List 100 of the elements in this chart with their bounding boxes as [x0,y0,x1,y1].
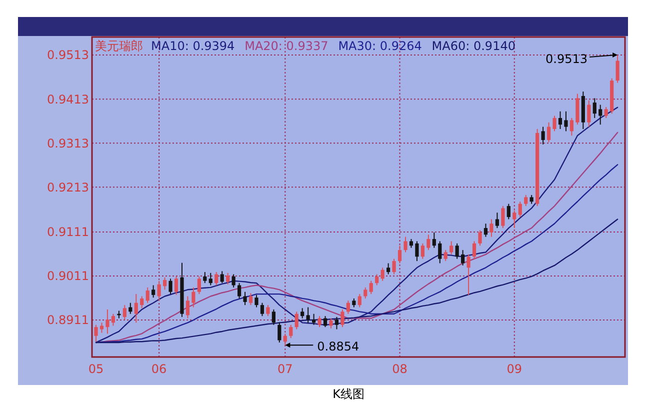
candlestick [157,280,161,302]
candlestick [174,276,178,296]
candlestick [214,272,218,286]
annotation: 0.8854 [317,339,360,354]
line-series [95,218,618,344]
candlestick [168,278,172,295]
candlestick [570,117,574,136]
candlestick [380,267,384,282]
candlestick [312,313,316,326]
text: MA60: 0.9140 [432,39,516,53]
candlestick [232,274,236,288]
candlestick [369,280,373,295]
candlestick [146,286,150,304]
candlestick [248,292,253,306]
candlestick [455,242,459,260]
candlestick [318,316,322,328]
candlestick [300,308,304,319]
candlestick [111,313,116,326]
y-tick-label: 0.9313 [47,136,89,150]
candlestick [432,232,436,248]
y-tick-label: 0.9513 [47,48,89,62]
candlestick [518,201,522,218]
candlestick [495,212,499,229]
candlestick [564,110,568,132]
candlestick [152,284,156,298]
candlestick [134,294,138,324]
x-tick-label: 08 [392,362,408,376]
y-tick-label: 0.9111 [47,225,89,240]
candlestick [220,270,224,284]
candlestick [278,322,282,343]
candlestick [283,333,287,346]
candlestick [587,100,591,128]
candlestick [386,262,390,275]
line-series [95,164,618,344]
candlestick [237,282,242,299]
candlestick [616,54,620,84]
candlestick [558,110,562,130]
candlestick [404,236,408,253]
candlestick [197,276,201,295]
candlestick [106,308,110,334]
candlestick [243,291,247,306]
candlestick [466,254,470,296]
y-tick-label: 0.9213 [47,180,89,194]
chart-title: 美元瑞郎 [95,39,143,53]
candlestick [294,311,298,330]
candlestick [506,203,510,220]
candlestick [438,240,442,264]
candlestick [461,250,465,266]
candlestick [140,296,144,309]
text: K线图 [332,387,364,401]
candlestick [484,223,488,238]
y-tick-label: 0.9011 [47,269,89,284]
candlestick [392,258,396,275]
candlestick [501,206,505,229]
candlestick [512,210,516,229]
y-tick-label: 0.9413 [47,92,89,106]
candlestick [226,272,230,285]
candlestick [100,322,104,334]
candlestick [541,126,545,145]
candlestick [598,104,602,126]
candlestick [524,194,528,207]
candlestick [192,286,196,308]
candlestick [340,308,344,328]
candlestick [375,274,379,286]
annotation: 0.9513 [546,52,588,66]
y-tick-label: 0.8911 [47,313,89,328]
candlestick [450,240,454,255]
candlestick [94,324,98,342]
candlestick [398,245,402,264]
candlestick [260,302,264,317]
candlestick [122,304,126,320]
candlestick [592,98,596,118]
candlestick [266,304,270,317]
text: MA10: 0.9394 [151,39,235,53]
x-tick-label: 06 [151,362,167,376]
text: MA30: 0.9264 [338,39,422,53]
candlestick [186,296,190,319]
candlestick [329,318,333,329]
x-tick-label: 07 [278,362,293,376]
text: MA20: 0.9337 [244,39,328,53]
candlestick [546,122,551,143]
candlestick [478,230,482,246]
candlestick [289,324,293,339]
candlestick [604,106,608,118]
candlestick [415,240,419,262]
candlestick [444,250,448,262]
candlestick [162,276,167,290]
candlestick [203,272,207,284]
candlestick [552,115,556,132]
candlestick [420,242,424,260]
candlestick [426,234,430,251]
candlestick [346,300,350,314]
candlestick [358,294,362,308]
candlestick [334,316,339,330]
candlestick [323,316,328,328]
candlestick [272,308,276,326]
x-tick-label: 05 [88,362,104,376]
candlestick [306,306,310,324]
candlestick [208,272,212,286]
x-tick-label: 09 [506,362,522,376]
